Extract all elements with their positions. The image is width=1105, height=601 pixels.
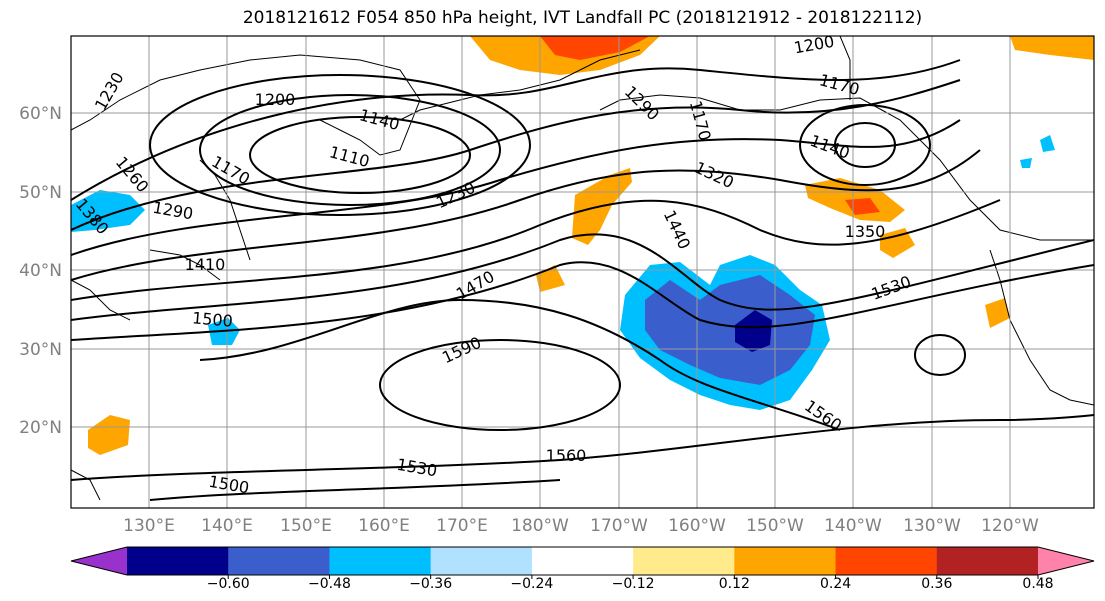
colorbar-tick-label: 0.24 [820, 576, 851, 592]
colorbar-segment [228, 547, 330, 575]
colorbar-tick-label: 0.12 [719, 576, 750, 592]
colorbar-segment [734, 547, 837, 575]
lon-label: 140°E [201, 516, 253, 536]
colorbar-tick-label: −0.24 [510, 576, 553, 592]
colorbar-tick-label: 0.48 [1022, 576, 1053, 592]
colorbar-segment [936, 547, 1039, 575]
height-contours [71, 59, 1094, 501]
graticule [71, 36, 1094, 508]
lon-label: 140°W [824, 516, 882, 536]
coastlines [71, 36, 1094, 501]
lon-label: 180°W [511, 516, 569, 536]
colorbar-segment [531, 547, 634, 575]
contour-label: 1350 [845, 222, 886, 241]
colorbar [70, 546, 1095, 576]
lon-label: 170°W [590, 516, 648, 536]
map-background [71, 36, 1094, 508]
map-frame [70, 35, 1095, 509]
lat-label: 40°N [19, 261, 62, 281]
lon-label: 150°E [280, 516, 332, 536]
lon-label: 150°W [746, 516, 804, 536]
longitude-labels: 130°E 140°E 150°E 160°E 170°E 180°W 170°W 160°W… [123, 516, 1039, 536]
colorbar-outline [70, 546, 1095, 576]
colorbar-segment [329, 547, 432, 575]
colorbar-segment [835, 547, 938, 575]
colorbar-segment [430, 547, 533, 575]
colorbar-tick-labels: −0.60 −0.48 −0.36 −0.24 −0.12 0.12 0.24 0.36 0.4… [207, 575, 1054, 592]
lon-label: 160°E [358, 516, 410, 536]
lat-label: 30°N [19, 340, 62, 360]
colorbar-extend-low [71, 547, 127, 575]
colorbar-tick-label: 0.36 [921, 576, 952, 592]
colorbar-tick-label: −0.12 [612, 576, 655, 592]
lon-label: 120°W [981, 516, 1039, 536]
colorbar-extend-high [1038, 547, 1094, 575]
contour-label: 1560 [546, 446, 587, 465]
latitude-labels: 60°N 50°N 40°N 30°N 20°N [19, 104, 62, 438]
contour-label: 1200 [792, 32, 835, 58]
lat-label: 60°N [19, 104, 62, 124]
colorbar-tick-label: −0.36 [409, 576, 452, 592]
colorbar-tick-label: −0.60 [207, 576, 250, 592]
lon-label: 130°E [123, 516, 175, 536]
colorbar-segment [127, 547, 229, 575]
lat-label: 50°N [19, 183, 62, 203]
map-title: 2018121612 F054 850 hPa height, IVT Land… [242, 8, 923, 28]
colorbar-tick-label: −0.48 [308, 576, 351, 592]
colorbar-segment [633, 547, 735, 575]
lon-label: 160°W [668, 516, 726, 536]
contour-label: 1500 [191, 308, 233, 330]
lon-label: 170°E [436, 516, 488, 536]
lon-label: 130°W [903, 516, 961, 536]
contour-label: 1410 [185, 255, 226, 274]
contour-label: 1200 [255, 90, 296, 109]
lat-label: 20°N [19, 418, 62, 438]
